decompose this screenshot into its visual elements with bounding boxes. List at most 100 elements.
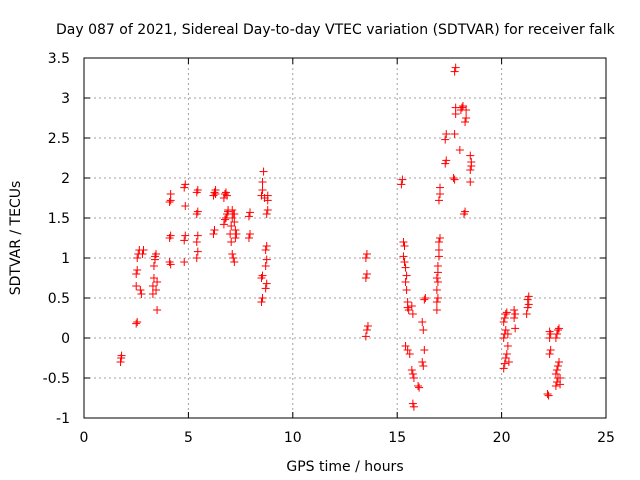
data-point — [461, 207, 470, 216]
data-point — [420, 346, 429, 354]
data-point — [451, 63, 460, 72]
data-point — [545, 327, 554, 336]
data-point — [230, 210, 239, 218]
data-point — [152, 250, 161, 258]
data-point — [219, 220, 228, 229]
data-point — [466, 166, 475, 174]
data-point — [138, 250, 147, 258]
y-tick-label: -0.5 — [43, 371, 70, 387]
y-axis-label: SDTVAR / TECUs — [8, 181, 24, 296]
data-point — [403, 346, 412, 354]
data-point — [228, 250, 237, 258]
y-tick-label: 1.5 — [48, 211, 70, 227]
data-point — [136, 286, 145, 294]
data-point — [227, 238, 236, 246]
data-point — [361, 274, 370, 282]
data-point — [546, 346, 555, 354]
data-point — [402, 271, 411, 280]
data-point — [133, 254, 142, 262]
data-point — [543, 390, 552, 398]
data-point — [450, 67, 459, 76]
data-point — [409, 402, 418, 411]
data-point — [501, 326, 510, 334]
data-point — [502, 350, 511, 358]
data-point — [153, 278, 162, 286]
data-point — [501, 310, 510, 318]
data-point — [400, 242, 409, 250]
y-tick-label: 2.5 — [48, 131, 70, 147]
data-point — [244, 212, 253, 221]
data-point — [362, 326, 371, 334]
data-point — [499, 318, 508, 326]
data-point — [408, 310, 417, 318]
data-point — [210, 226, 219, 234]
data-point — [523, 295, 532, 304]
data-point — [556, 380, 565, 389]
data-point — [522, 310, 531, 318]
data-point — [402, 286, 411, 294]
data-point — [552, 330, 561, 338]
data-point — [503, 330, 512, 338]
data-point — [418, 358, 427, 366]
data-point — [442, 156, 451, 165]
data-point — [450, 175, 459, 184]
data-point — [166, 231, 175, 240]
data-point — [511, 324, 520, 333]
data-point — [401, 278, 410, 286]
y-tick-label: 0 — [61, 331, 70, 347]
y-tick-label: 1 — [61, 251, 70, 267]
data-point — [211, 186, 220, 194]
data-point — [441, 135, 450, 144]
data-point — [432, 286, 441, 294]
y-tick-label: 0.5 — [48, 291, 70, 307]
data-point — [139, 246, 148, 254]
data-point — [420, 295, 429, 304]
data-point — [193, 186, 202, 194]
data-point — [262, 242, 271, 250]
data-point — [132, 282, 141, 290]
data-point — [245, 208, 254, 217]
data-point — [467, 158, 476, 166]
data-point — [510, 306, 519, 314]
data-point — [230, 218, 239, 226]
grid — [84, 58, 606, 418]
plot-frame — [83, 57, 607, 419]
data-point — [137, 290, 146, 298]
data-point — [502, 308, 511, 317]
data-point — [230, 258, 239, 266]
data-point — [221, 188, 230, 197]
data-point — [133, 266, 142, 274]
data-point — [132, 270, 141, 278]
data-point — [462, 106, 471, 114]
data-point — [244, 234, 253, 242]
data-point — [419, 326, 428, 334]
data-point — [551, 334, 560, 342]
data-point — [401, 263, 410, 272]
data-point — [407, 302, 416, 310]
data-point — [229, 254, 238, 262]
data-point — [511, 310, 520, 318]
data-point — [153, 306, 162, 314]
data-point — [258, 178, 267, 186]
x-tick-label: 20 — [493, 430, 511, 446]
data-point — [466, 151, 475, 160]
data-point — [132, 319, 141, 328]
x-tick-label: 0 — [80, 430, 89, 446]
data-point — [232, 230, 241, 238]
data-point — [258, 294, 267, 302]
data-point — [434, 246, 443, 254]
data-point — [116, 358, 125, 366]
data-point — [399, 238, 408, 246]
data-point — [500, 314, 509, 322]
data-point — [261, 284, 270, 293]
data-point — [407, 366, 416, 374]
data-point — [361, 332, 370, 341]
x-tick-label: 15 — [388, 430, 406, 446]
data-point — [524, 300, 533, 309]
data-point — [433, 262, 442, 270]
x-tick-label: 10 — [284, 430, 302, 446]
data-point — [399, 252, 408, 261]
data-point — [117, 351, 126, 360]
data-point — [258, 186, 267, 194]
